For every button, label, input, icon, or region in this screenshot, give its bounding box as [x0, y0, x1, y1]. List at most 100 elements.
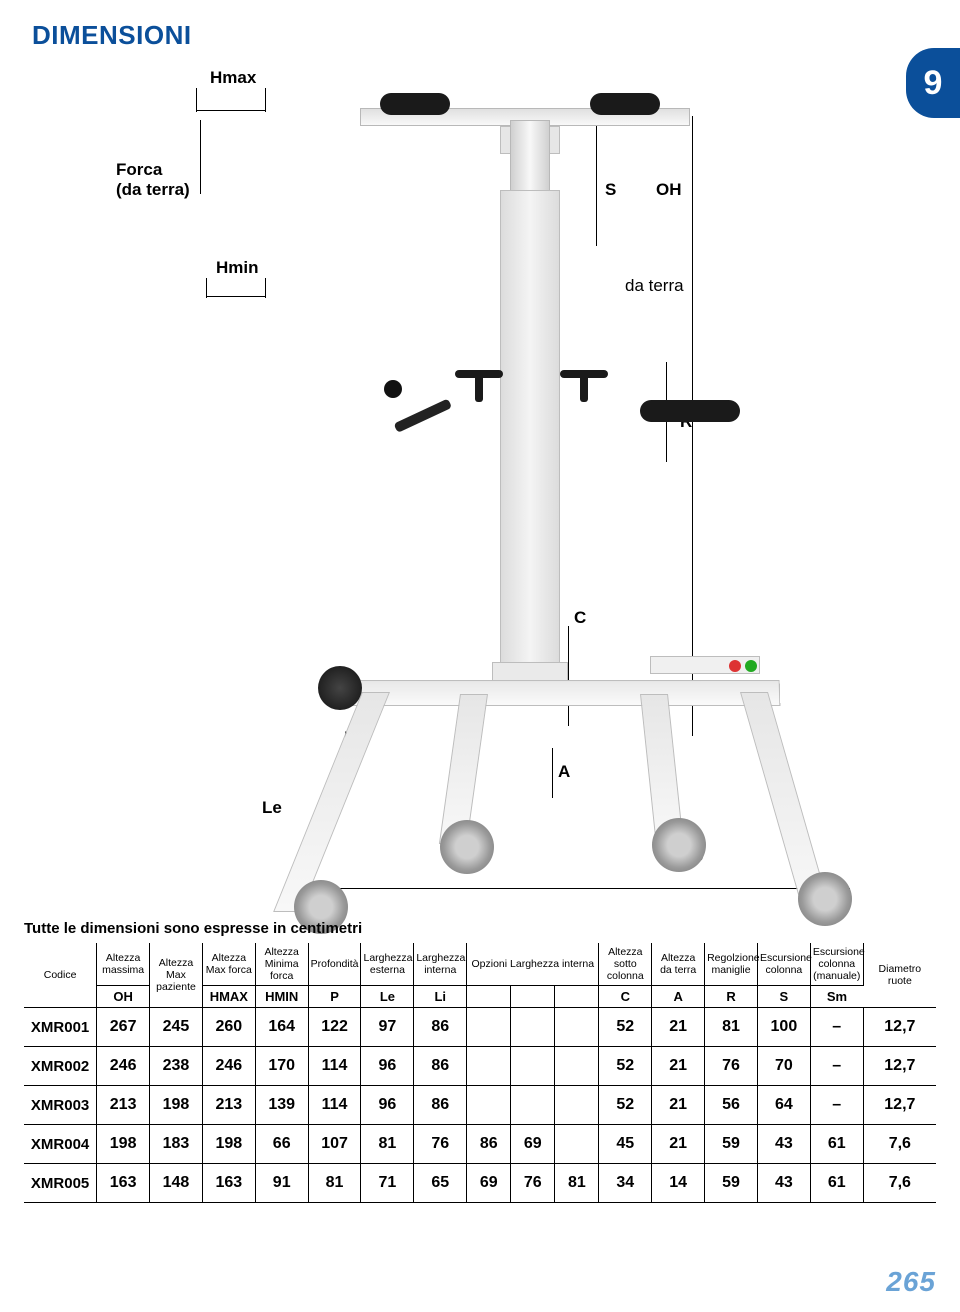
cell-r: 76 [705, 1047, 758, 1086]
sym-hmin: HMIN [255, 986, 308, 1008]
cell-r: 81 [705, 1008, 758, 1047]
cell-le: 96 [361, 1086, 414, 1125]
mid-handle-right [560, 350, 608, 398]
cell-p: 107 [308, 1125, 361, 1164]
th-paziente: Altezza Max paziente [150, 943, 203, 1008]
leg-front-left [273, 692, 390, 912]
sym-o1 [467, 986, 511, 1008]
cell-s: 64 [757, 1086, 810, 1125]
cell-hmax: 198 [202, 1125, 255, 1164]
cell-o1 [467, 1008, 511, 1047]
sym-hmax: HMAX [202, 986, 255, 1008]
dim-line [196, 88, 266, 112]
cell-sm: – [810, 1086, 863, 1125]
cell-hmin: 170 [255, 1047, 308, 1086]
th-sm: Escursione colonna (manuale) [810, 943, 863, 986]
cell-c: 45 [599, 1125, 652, 1164]
cell-oh: 213 [97, 1086, 150, 1125]
cell-s: 100 [757, 1008, 810, 1047]
cell-o3: 81 [555, 1164, 599, 1203]
cell-p: 114 [308, 1086, 361, 1125]
cell-code: XMR001 [24, 1008, 97, 1047]
cell-o3 [555, 1047, 599, 1086]
column-outer [500, 190, 560, 670]
dimensions-table: Codice Altezza massima Altezza Max pazie… [24, 943, 936, 1203]
cell-oh: 163 [97, 1164, 150, 1203]
table-row: XMR003213198213139114968652215664–12,7 [24, 1086, 936, 1125]
cell-c: 52 [599, 1008, 652, 1047]
cell-pz: 238 [150, 1047, 203, 1086]
dim-line [200, 120, 201, 194]
table-intro: Tutte le dimensioni sono espresse in cen… [24, 920, 936, 937]
cell-a: 21 [652, 1086, 705, 1125]
cell-sm: – [810, 1047, 863, 1086]
sym-r: R [705, 986, 758, 1008]
cell-sm: 61 [810, 1125, 863, 1164]
cell-o1: 69 [467, 1164, 511, 1203]
cell-a: 21 [652, 1125, 705, 1164]
cell-le: 81 [361, 1125, 414, 1164]
th-s: Escursione colonna [757, 943, 810, 986]
cell-hmax: 246 [202, 1047, 255, 1086]
caster-back-right [652, 818, 706, 872]
cell-li: 86 [414, 1086, 467, 1125]
cell-pz: 198 [150, 1086, 203, 1125]
th-codice: Codice [24, 943, 97, 1008]
cell-hmax: 260 [202, 1008, 255, 1047]
th-hmax: Altezza Max forca [202, 943, 255, 986]
cell-hmin: 139 [255, 1086, 308, 1125]
cell-li: 65 [414, 1164, 467, 1203]
cell-hmin: 66 [255, 1125, 308, 1164]
cell-a: 21 [652, 1047, 705, 1086]
fork-grip-right [590, 93, 660, 115]
dim-label-hmax: Hmax [210, 68, 256, 88]
sym-a: A [652, 986, 705, 1008]
th-r: Regolzione maniglie [705, 943, 758, 986]
sym-p: P [308, 986, 361, 1008]
sym-sm: Sm [810, 986, 863, 1008]
cell-sm: – [810, 1008, 863, 1047]
cell-o2 [511, 1008, 555, 1047]
section-tab: 9 [906, 48, 960, 118]
cell-o2: 76 [511, 1164, 555, 1203]
mid-handle-left [455, 350, 503, 398]
cell-pz: 245 [150, 1008, 203, 1047]
cell-le: 97 [361, 1008, 414, 1047]
cell-c: 52 [599, 1086, 652, 1125]
sym-li: Li [414, 986, 467, 1008]
table-row: XMR0051631481639181716569768134145943617… [24, 1164, 936, 1203]
sym-c: C [599, 986, 652, 1008]
cell-o1 [467, 1047, 511, 1086]
cell-le: 96 [361, 1047, 414, 1086]
cell-o3 [555, 1125, 599, 1164]
cell-li: 76 [414, 1125, 467, 1164]
dim-label-hmin: Hmin [216, 258, 259, 278]
th-le: Larghezza esterna [361, 943, 414, 986]
dim-line [320, 888, 850, 889]
table-row: XMR0012672452601641229786522181100–12,7 [24, 1008, 936, 1047]
crank-handle [390, 370, 450, 430]
dim-label-forca: Forca (da terra) [116, 160, 190, 200]
cell-o1: 86 [467, 1125, 511, 1164]
cell-p: 122 [308, 1008, 361, 1047]
fork-grip-left [380, 93, 450, 115]
sym-o2 [511, 986, 555, 1008]
cell-code: XMR004 [24, 1125, 97, 1164]
th-li: Larghezza interna [414, 943, 467, 986]
caster-front-right [798, 872, 852, 926]
sym-le: Le [361, 986, 414, 1008]
th-hmin: Altezza Minima forca [255, 943, 308, 986]
th-diametro: Diametro ruote [863, 943, 936, 1008]
cell-hmin: 164 [255, 1008, 308, 1047]
cell-oh: 246 [97, 1047, 150, 1086]
cell-s: 43 [757, 1125, 810, 1164]
cell-li: 86 [414, 1047, 467, 1086]
cell-code: XMR003 [24, 1086, 97, 1125]
dim-label-forca-1: Forca [116, 160, 162, 179]
sym-s: S [757, 986, 810, 1008]
base-crossbar [340, 680, 781, 706]
brake-wheel [318, 666, 362, 710]
cell-a: 21 [652, 1008, 705, 1047]
cell-d: 12,7 [863, 1008, 936, 1047]
cell-oh: 267 [97, 1008, 150, 1047]
